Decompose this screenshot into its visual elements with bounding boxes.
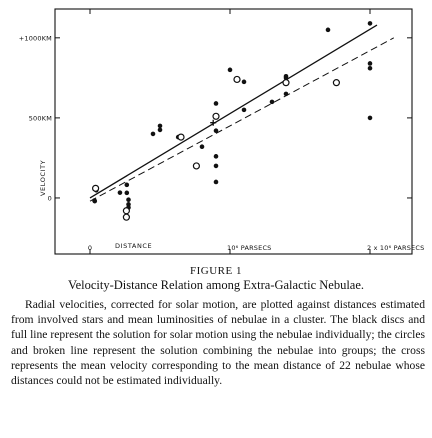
y-tick-label: 500KM — [29, 114, 52, 122]
fit-lines — [89, 24, 395, 202]
open-circle-point — [192, 162, 200, 170]
filled-disc-point — [213, 163, 219, 169]
dashed-fit-line — [89, 37, 395, 202]
open-circle-point — [122, 213, 131, 221]
filled-disc-point — [283, 73, 289, 79]
velocity-distance-chart: 0 500KM +1000KM 0 10⁶ PARSECS 2 x 10⁶ PARSECS… — [19, 8, 424, 255]
filled-disc-point — [241, 107, 247, 113]
filled-disc-point — [269, 99, 275, 105]
figure-label: FIGURE 1 — [190, 265, 242, 277]
filled-disc-point — [227, 67, 233, 73]
filled-disc-point — [150, 131, 156, 137]
filled-disc-point — [213, 154, 219, 159]
filled-disc-point — [126, 197, 131, 203]
x-tick-label: 10⁶ PARSECS — [227, 244, 272, 252]
filled-disc-point — [283, 91, 289, 97]
filled-disc-point — [213, 128, 219, 133]
figure-caption: Radial velocities, corrected for solar m… — [11, 298, 425, 388]
filled-disc-point — [367, 21, 373, 26]
filled-disc-point — [213, 179, 219, 185]
filled-disc-point — [199, 144, 205, 150]
filled-disc-point — [157, 127, 163, 133]
open-circle-point — [233, 75, 241, 84]
solid-fit-line — [89, 24, 378, 199]
x-tick-label: 0 — [88, 244, 92, 252]
filled-disc-point — [117, 190, 123, 195]
y-tick-label: 0 — [48, 194, 52, 202]
open-circle-point — [122, 207, 131, 215]
filled-disc-point — [126, 202, 131, 207]
filled-disc-point — [367, 115, 373, 121]
open-circle-point — [332, 79, 340, 87]
x-axis-label: DISTANCE — [115, 242, 152, 250]
y-tick-label: +1000KM — [19, 34, 52, 42]
filled-disc-point — [367, 65, 373, 71]
open-circle-point — [177, 133, 185, 141]
filled-disc-point — [241, 79, 247, 85]
filled-disc-point — [325, 27, 331, 33]
filled-disc-point — [213, 101, 219, 106]
filled-disc-point — [124, 190, 130, 196]
open-circle-point — [91, 184, 100, 192]
y-axis-label: VELOCITY — [39, 160, 47, 196]
open-circle-point — [212, 112, 220, 120]
filled-disc-point — [157, 123, 163, 129]
x-tick-label: 2 x 10⁶ PARSECS — [367, 244, 424, 252]
cross-point — [210, 119, 217, 126]
figure-title: Velocity-Distance Relation among Extra-G… — [67, 278, 365, 292]
filled-disc-point — [124, 182, 130, 188]
plot-frame — [54, 8, 413, 255]
axis-ticks: 0 500KM +1000KM 0 10⁶ PARSECS 2 x 10⁶ PARSECS — [19, 9, 424, 254]
open-circle-point — [282, 79, 290, 87]
filled-disc-point — [92, 198, 98, 204]
data-points — [91, 21, 373, 221]
filled-disc-point — [367, 61, 373, 66]
